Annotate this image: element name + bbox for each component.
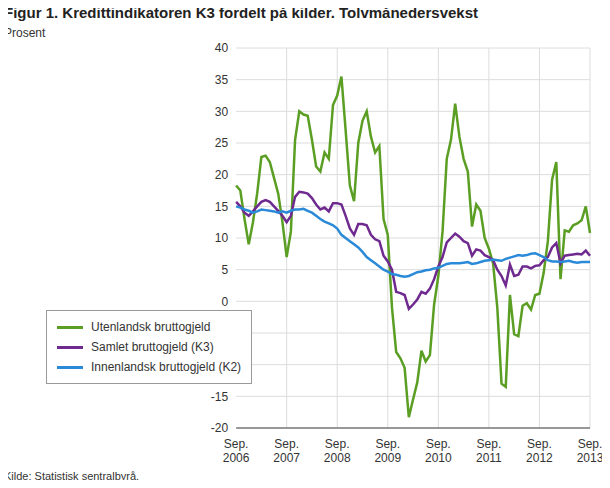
svg-text:5: 5 <box>221 263 228 277</box>
svg-text:40: 40 <box>215 42 229 55</box>
svg-text:Sep.2007: Sep.2007 <box>273 437 300 464</box>
svg-text:Sep.2013: Sep.2013 <box>577 437 602 464</box>
svg-text:Sep.2011: Sep.2011 <box>476 437 502 464</box>
svg-text:35: 35 <box>215 73 229 87</box>
svg-text:10: 10 <box>215 231 229 245</box>
svg-text:-15: -15 <box>211 390 229 404</box>
svg-text:20: 20 <box>215 168 229 182</box>
svg-text:25: 25 <box>215 136 229 150</box>
svg-text:Sep.2008: Sep.2008 <box>324 437 351 464</box>
svg-text:0: 0 <box>221 295 228 309</box>
svg-text:Sep.2012: Sep.2012 <box>526 437 553 464</box>
svg-text:-20: -20 <box>211 421 229 435</box>
svg-text:-5: -5 <box>217 326 228 340</box>
svg-text:Sep.2009: Sep.2009 <box>374 437 401 464</box>
svg-text:Sep.2006: Sep.2006 <box>223 437 250 464</box>
svg-text:15: 15 <box>215 200 229 214</box>
svg-text:30: 30 <box>215 105 229 119</box>
svg-text:Sep.2010: Sep.2010 <box>425 437 452 464</box>
svg-text:-10: -10 <box>211 358 229 372</box>
